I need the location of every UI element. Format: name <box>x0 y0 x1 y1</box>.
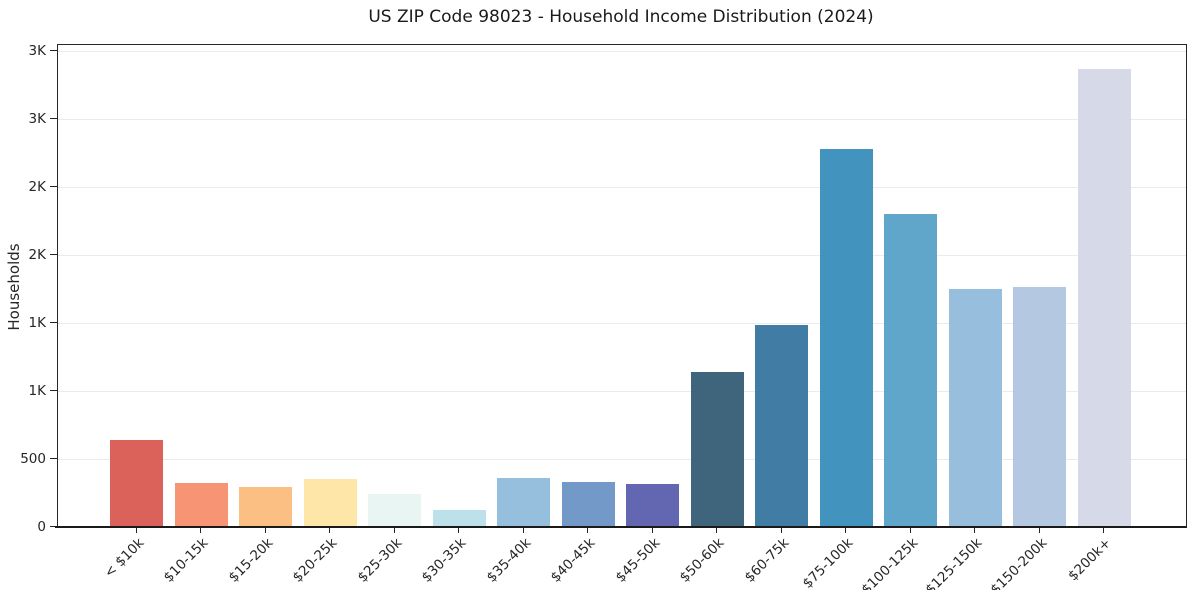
chart-title: US ZIP Code 98023 - Household Income Dis… <box>368 7 874 27</box>
gridline <box>58 119 1186 120</box>
gridline <box>58 255 1186 256</box>
y-tick-label: 0 <box>37 519 46 535</box>
x-tick-mark <box>716 528 717 533</box>
bar-50-60k <box>691 372 744 528</box>
bar-125-150k <box>949 289 1002 528</box>
bar-45-50k <box>626 484 679 528</box>
bar-150-200k <box>1013 287 1066 528</box>
x-tick-mark <box>329 528 330 533</box>
bar-25-30k <box>368 494 421 528</box>
y-tick-label: 1K <box>28 315 46 331</box>
x-tick-mark <box>523 528 524 533</box>
y-tick-mark <box>50 526 57 527</box>
x-tick-mark <box>652 528 653 533</box>
x-tick-mark <box>781 528 782 533</box>
plot-area <box>57 44 1187 528</box>
bar-200k <box>1078 69 1131 528</box>
y-tick-mark <box>50 50 57 51</box>
y-tick-label: 3K <box>28 111 46 127</box>
x-tick-mark <box>587 528 588 533</box>
x-tick-mark <box>265 528 266 533</box>
x-tick-mark <box>974 528 975 533</box>
x-tick-mark <box>458 528 459 533</box>
y-tick-label: 1K <box>28 383 46 399</box>
y-axis-label: Households <box>5 243 23 331</box>
bar-100-125k <box>884 214 937 528</box>
gridline <box>58 391 1186 392</box>
y-tick-mark <box>50 254 57 255</box>
gridline <box>58 459 1186 460</box>
bar-10-15k <box>175 483 228 528</box>
x-tick-mark <box>200 528 201 533</box>
x-tick-mark <box>394 528 395 533</box>
x-tick-mark <box>845 528 846 533</box>
bar-30-35k <box>433 510 486 528</box>
x-axis-line <box>55 526 1186 528</box>
y-tick-label: 2K <box>28 247 46 263</box>
gridline <box>58 323 1186 324</box>
gridline <box>58 187 1186 188</box>
y-tick-label: 2K <box>28 179 46 195</box>
y-tick-mark <box>50 458 57 459</box>
bar-10k <box>110 440 163 528</box>
bar-60-75k <box>755 325 808 528</box>
x-tick-mark <box>1039 528 1040 533</box>
y-tick-mark <box>50 322 57 323</box>
x-tick-mark <box>136 528 137 533</box>
y-tick-label: 500 <box>20 451 46 467</box>
bar-20-25k <box>304 479 357 528</box>
y-tick-mark <box>50 186 57 187</box>
x-tick-label: < $10k <box>101 535 148 582</box>
y-tick-label: 3K <box>28 43 46 59</box>
bar-75-100k <box>820 149 873 528</box>
y-tick-mark <box>50 118 57 119</box>
bar-35-40k <box>497 478 550 528</box>
gridline <box>58 51 1186 52</box>
bar-40-45k <box>562 482 615 528</box>
bar-15-20k <box>239 487 292 528</box>
x-tick-mark <box>1103 528 1104 533</box>
x-tick-mark <box>910 528 911 533</box>
y-tick-mark <box>50 390 57 391</box>
